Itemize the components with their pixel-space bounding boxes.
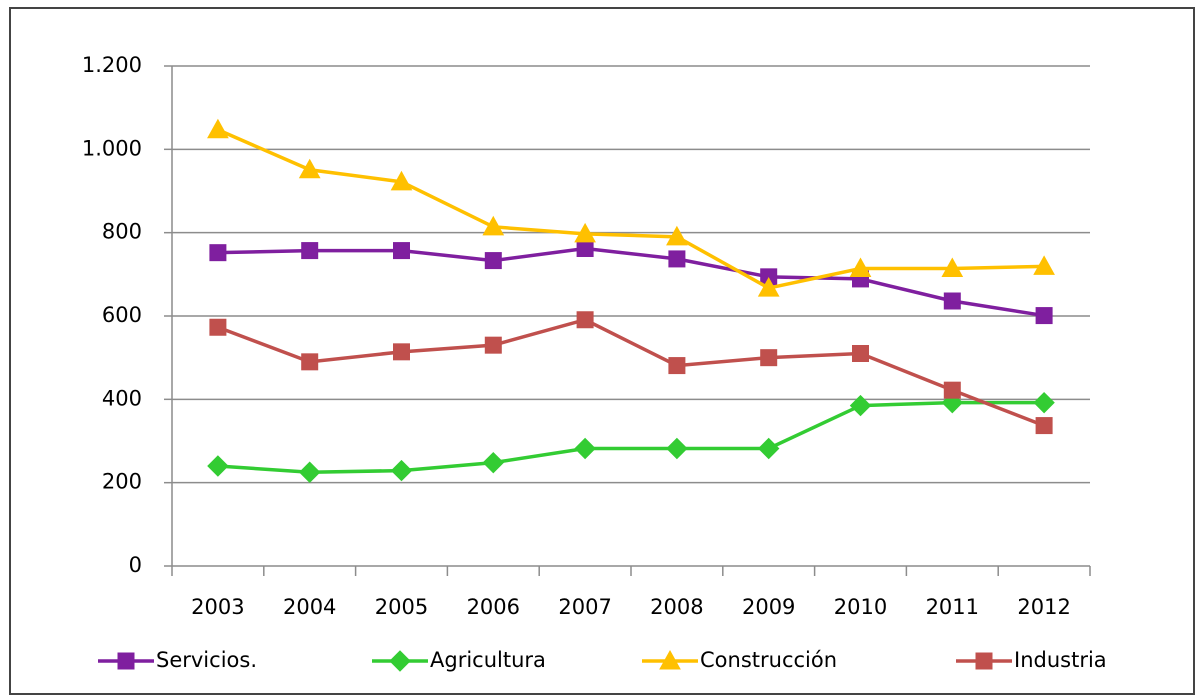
data-point [668, 250, 686, 268]
x-tick-label: 2009 [742, 595, 795, 619]
legend-marker [659, 649, 681, 670]
data-point [576, 311, 594, 329]
legend-label: Construcción [700, 648, 837, 672]
data-point [849, 394, 872, 417]
x-tick-label: 2005 [375, 595, 428, 619]
data-point [943, 381, 961, 399]
series-line [217, 317, 1045, 428]
data-point [209, 244, 227, 262]
data-point [484, 252, 502, 270]
data-point [393, 242, 410, 260]
data-point [298, 158, 321, 179]
y-tick-label: 0 [129, 553, 142, 577]
legend-marker [117, 652, 135, 670]
data-point [298, 461, 321, 483]
legend-label: Servicios. [156, 648, 257, 672]
legend-label: Agricultura [430, 648, 546, 672]
data-point [1035, 417, 1053, 435]
data-point [757, 437, 780, 460]
legend-marker [389, 650, 411, 672]
data-point [668, 357, 686, 375]
x-tick-label: 2010 [834, 595, 887, 619]
y-tick-label: 1.000 [82, 136, 142, 160]
series-line [217, 400, 1045, 475]
x-tick-label: 2006 [467, 595, 520, 619]
data-point [484, 336, 502, 354]
x-tick-label: 2007 [558, 595, 611, 619]
data-point [301, 353, 319, 371]
data-point [760, 349, 778, 367]
data-point [574, 437, 596, 460]
data-point [852, 345, 869, 362]
x-tick-label: 2004 [283, 595, 336, 619]
series-line [217, 246, 1045, 318]
data-point [666, 437, 688, 460]
y-tick-label: 400 [102, 386, 142, 410]
data-point [666, 225, 688, 246]
data-point [207, 118, 229, 139]
data-point [207, 455, 229, 477]
data-point [390, 170, 413, 191]
data-point [482, 215, 505, 236]
data-point [1033, 255, 1055, 275]
legend-label: Industria [1014, 648, 1107, 672]
data-point [393, 343, 410, 361]
data-point [209, 318, 227, 336]
legend-marker [975, 652, 993, 670]
y-tick-label: 800 [102, 220, 142, 244]
data-point [301, 242, 319, 260]
x-tick-label: 2012 [1017, 595, 1070, 619]
chart-frame [9, 7, 1195, 695]
data-point [574, 222, 596, 243]
data-point [482, 451, 505, 474]
x-tick-label: 2011 [926, 595, 979, 619]
data-point [1033, 391, 1055, 414]
y-tick-label: 600 [102, 303, 142, 327]
x-tick-label: 2008 [650, 595, 703, 619]
x-tick-label: 2003 [191, 595, 244, 619]
data-point [849, 257, 872, 277]
y-tick-label: 1.200 [82, 53, 142, 77]
data-point [757, 277, 780, 297]
data-point [576, 240, 594, 257]
data-point [1035, 307, 1053, 325]
data-point [941, 257, 964, 277]
data-point [943, 292, 961, 310]
series-line [217, 128, 1045, 290]
data-point [390, 459, 413, 482]
y-tick-label: 200 [102, 470, 142, 494]
